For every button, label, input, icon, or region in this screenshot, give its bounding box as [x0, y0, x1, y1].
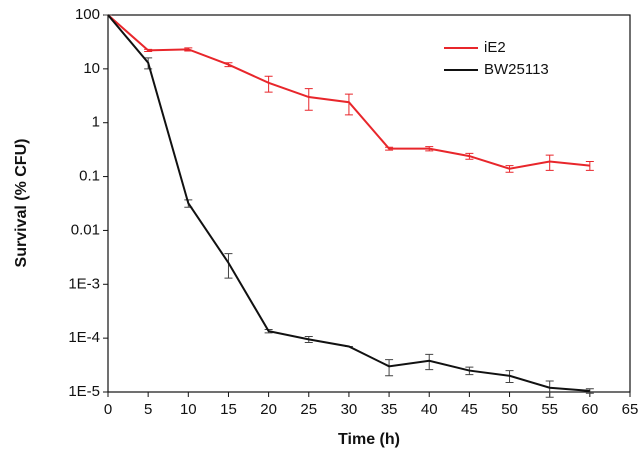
series-line — [107, 14, 590, 170]
x-tick-label: 15 — [220, 401, 237, 418]
error-bar — [585, 388, 594, 394]
x-tick-label: 45 — [461, 401, 478, 418]
error-bar — [264, 75, 273, 93]
error-bar — [425, 353, 434, 371]
y-tick-label: 10 — [83, 60, 100, 77]
x-tick-label: 30 — [341, 401, 358, 418]
y-tick-label: 0.01 — [71, 221, 100, 238]
x-tick-label: 25 — [300, 401, 317, 418]
error-bar — [385, 359, 394, 377]
error-bar — [545, 380, 554, 398]
y-tick-label: 1E-5 — [68, 383, 100, 400]
x-tick-label: 60 — [582, 401, 599, 418]
x-tick-label: 20 — [260, 401, 277, 418]
error-bar — [224, 253, 233, 279]
legend-label: iE2 — [484, 39, 506, 56]
y-tick-label: 0.1 — [79, 168, 100, 185]
series-line — [107, 14, 590, 392]
y-axis-label: Survival (% CFU) — [13, 139, 30, 268]
error-bar — [344, 93, 353, 116]
x-tick-label: 5 — [144, 401, 152, 418]
legend-label: BW25113 — [484, 61, 549, 78]
error-bar — [545, 154, 554, 171]
x-tick-label: 0 — [104, 401, 112, 418]
x-tick-label: 10 — [180, 401, 197, 418]
x-tick-label: 40 — [421, 401, 438, 418]
y-tick-label: 100 — [75, 6, 100, 23]
x-tick-label: 35 — [381, 401, 398, 418]
y-tick-label: 1E-3 — [68, 275, 100, 292]
x-tick-label: 55 — [541, 401, 558, 418]
plot-frame — [107, 14, 631, 393]
x-tick-label: 65 — [622, 401, 638, 418]
x-axis-label: Time (h) — [338, 431, 400, 448]
y-tick-label: 1E-4 — [68, 329, 100, 346]
y-tick-label: 1 — [92, 114, 100, 131]
x-tick-label: 50 — [501, 401, 518, 418]
error-bar — [585, 161, 594, 171]
error-bar — [304, 88, 313, 111]
